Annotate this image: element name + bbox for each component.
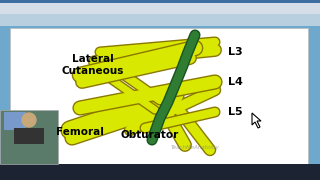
Text: L5: L5 bbox=[228, 107, 243, 117]
Circle shape bbox=[22, 113, 36, 127]
Bar bbox=[0, 0, 320, 3]
Bar bbox=[0, 0, 320, 14]
Text: Obturator: Obturator bbox=[121, 130, 179, 140]
Text: Femoral: Femoral bbox=[56, 127, 104, 137]
Text: L4: L4 bbox=[228, 77, 243, 87]
Polygon shape bbox=[252, 113, 261, 128]
Text: L3: L3 bbox=[228, 47, 243, 57]
Bar bbox=[4, 112, 26, 130]
Bar bbox=[0, 164, 320, 180]
Bar bbox=[0, 110, 58, 164]
Text: Lateral
Cutaneous: Lateral Cutaneous bbox=[62, 54, 124, 76]
Bar bbox=[10, 28, 308, 166]
Bar bbox=[14, 128, 44, 144]
Text: TeachMeAnatomy: TeachMeAnatomy bbox=[171, 145, 220, 150]
Bar bbox=[0, 14, 320, 26]
